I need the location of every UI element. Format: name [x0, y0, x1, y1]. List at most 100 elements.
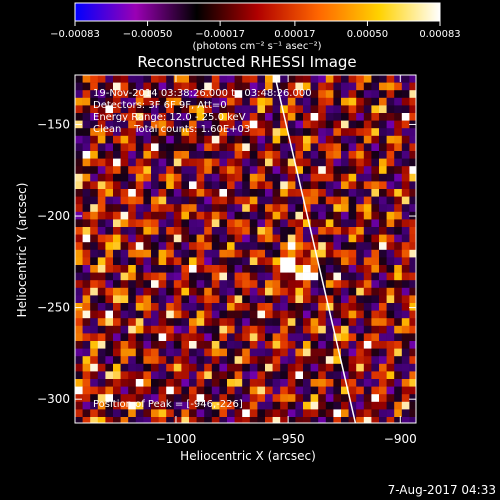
heatmap-cell	[363, 97, 372, 106]
heatmap-cell	[265, 394, 273, 403]
heatmap-cell	[143, 211, 152, 220]
heatmap-cell	[303, 379, 311, 387]
heatmap-cell	[90, 151, 99, 159]
heatmap-cell	[295, 196, 304, 205]
heatmap-cell	[196, 318, 205, 327]
heatmap-cell	[204, 105, 213, 114]
heatmap-cell	[356, 341, 365, 349]
heatmap-cell	[219, 97, 228, 106]
heatmap-cell	[303, 135, 311, 144]
heatmap-cell	[409, 249, 416, 258]
heatmap-cell	[143, 249, 152, 258]
heatmap-cell	[379, 196, 387, 205]
heatmap-cell	[143, 128, 152, 137]
heatmap-cell	[386, 189, 395, 197]
heatmap-cell	[249, 333, 258, 342]
heatmap-cell	[128, 82, 137, 91]
heatmap-cell	[158, 379, 167, 387]
heatmap-cell	[158, 75, 167, 83]
heatmap-cell	[181, 189, 190, 197]
heatmap-cell	[295, 181, 304, 190]
heatmap-cell	[379, 120, 387, 129]
heatmap-cell	[173, 401, 182, 410]
heatmap-cell	[90, 135, 99, 144]
heatmap-cell	[303, 417, 311, 423]
heatmap-cell	[135, 143, 144, 152]
heatmap-cell	[211, 356, 220, 365]
heatmap-cell	[394, 272, 403, 281]
heatmap-cell	[386, 75, 395, 83]
heatmap-cell	[158, 401, 167, 410]
heatmap-cell	[394, 158, 403, 167]
heatmap-cell	[303, 272, 311, 281]
heatmap-cell	[97, 151, 106, 159]
heatmap-cell	[143, 181, 152, 190]
heatmap-cell	[234, 287, 243, 296]
heatmap-cell	[113, 310, 121, 319]
heatmap-cell	[371, 401, 380, 410]
heatmap-cell	[120, 105, 129, 114]
heatmap-cell	[105, 196, 114, 205]
heatmap-cell	[265, 234, 273, 243]
heatmap-cell	[318, 303, 327, 311]
heatmap-cell	[166, 173, 175, 182]
heatmap-cell	[242, 173, 251, 182]
heatmap-cell	[363, 257, 372, 266]
heatmap-cell	[394, 204, 403, 213]
plot-frame	[74, 74, 417, 424]
colorbar-tick-label: 0.00050	[347, 29, 388, 40]
heatmap-cell	[234, 75, 243, 83]
heatmap-cell	[280, 318, 289, 327]
heatmap-cell	[303, 265, 311, 273]
heatmap-cell	[90, 379, 99, 387]
heatmap-cell	[348, 318, 357, 327]
heatmap-cell	[219, 249, 228, 258]
heatmap-cell	[211, 90, 220, 99]
colorbar-tick-label: 0.00017	[274, 29, 315, 40]
heatmap-cell	[272, 75, 281, 83]
heatmap-cell	[409, 401, 416, 410]
heatmap-cell	[363, 173, 372, 182]
heatmap-cell	[310, 211, 319, 220]
heatmap-cell	[173, 135, 182, 144]
heatmap-cell	[379, 128, 387, 137]
heatmap-cell	[325, 341, 334, 349]
heatmap-cell	[227, 409, 235, 418]
heatmap-cell	[151, 75, 159, 83]
heatmap-cell	[371, 280, 380, 289]
heatmap-cell	[143, 227, 152, 235]
heatmap-cell	[379, 333, 387, 342]
heatmap-cell	[363, 249, 372, 258]
heatmap-cell	[90, 105, 99, 114]
heatmap-cell	[219, 211, 228, 220]
heatmap-cell	[227, 371, 235, 380]
heatmap-cell	[363, 166, 372, 175]
heatmap-cell	[82, 90, 91, 99]
heatmap-cell	[204, 158, 213, 167]
heatmap-cell	[158, 303, 167, 311]
heatmap-cell	[151, 90, 159, 99]
heatmap-cell	[242, 287, 251, 296]
heatmap-cell	[303, 120, 311, 129]
heatmap-cell	[310, 173, 319, 182]
heatmap-cell	[310, 310, 319, 319]
heatmap-cell	[325, 97, 334, 106]
heatmap-cell	[242, 303, 251, 311]
heatmap-cell	[211, 310, 220, 319]
heatmap-cell	[97, 227, 106, 235]
heatmap-cell	[409, 272, 416, 281]
heatmap-cell	[242, 82, 251, 91]
heatmap-cell	[158, 363, 167, 372]
heatmap-cell	[310, 166, 319, 175]
heatmap-cell	[333, 189, 342, 197]
heatmap-cell	[196, 280, 205, 289]
heatmap-cell	[189, 75, 197, 83]
heatmap-cell	[166, 234, 175, 243]
heatmap-cell	[272, 272, 281, 281]
heatmap-cell	[211, 196, 220, 205]
heatmap-cell	[348, 97, 357, 106]
heatmap-cell	[204, 303, 213, 311]
heatmap-cell	[325, 379, 334, 387]
heatmap-cell	[265, 242, 273, 251]
heatmap-cell	[310, 333, 319, 342]
